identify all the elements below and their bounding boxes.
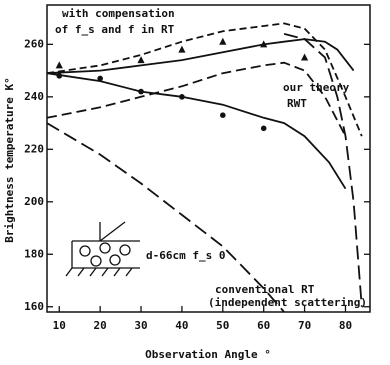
x-tick-label: 40	[175, 319, 188, 332]
curve	[46, 38, 355, 75]
circle-point	[220, 112, 226, 119]
curve	[283, 33, 363, 307]
x-tick-label: 10	[53, 319, 66, 332]
circle-point	[56, 73, 63, 79]
x-tick-label: 50	[216, 319, 229, 332]
triangle-point	[300, 53, 309, 61]
annotation: d-66cm f_s 0	[146, 249, 225, 262]
x-tick-label: 80	[339, 319, 352, 332]
circle-point	[179, 94, 185, 100]
annotation: our theory	[283, 81, 350, 94]
x-tick-label: 60	[257, 319, 270, 332]
triangle-point	[219, 37, 227, 45]
annotation: with compensation	[62, 7, 175, 20]
y-tick-label: 180	[24, 247, 44, 260]
curve	[46, 22, 363, 137]
annotation: RWT	[287, 97, 307, 110]
annotation: of f_s and f in RT	[55, 23, 175, 36]
x-tick-label: 70	[298, 319, 311, 332]
curve	[46, 61, 347, 137]
annotation: (independent scattering)	[208, 296, 367, 309]
y-tick-label: 200	[24, 195, 44, 208]
y-tick-label: 220	[24, 142, 44, 155]
curve	[46, 122, 285, 313]
inset-diagram	[65, 221, 140, 277]
triangle-point	[260, 40, 268, 48]
triangle-point	[55, 61, 63, 69]
circle-point	[138, 88, 144, 95]
y-axis-label: Brightness temperature K°	[3, 77, 16, 243]
circle-point	[97, 75, 103, 82]
plot-frame	[46, 4, 371, 313]
circle-point	[260, 125, 267, 132]
triangle-point	[178, 45, 186, 53]
y-tick-label: 240	[24, 90, 44, 103]
triangle-point	[137, 56, 145, 64]
y-tick-label: 260	[24, 37, 44, 50]
x-tick-label: 20	[94, 319, 107, 332]
curve	[46, 72, 347, 190]
x-axis-label: Observation Angle °	[145, 348, 271, 361]
annotation: conventional RT	[215, 283, 315, 296]
y-tick-label: 160	[24, 300, 44, 313]
x-tick-label: 30	[134, 319, 147, 332]
